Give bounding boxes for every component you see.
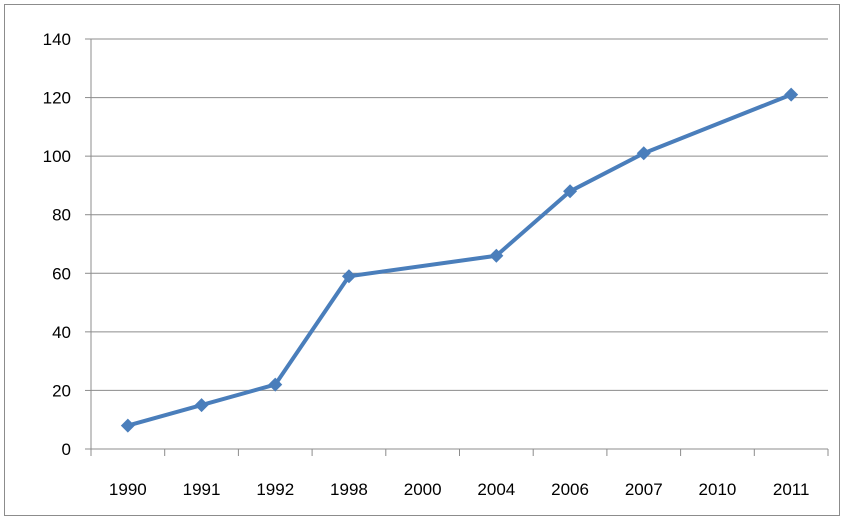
- y-tick-label-100: 100: [43, 147, 71, 166]
- x-axis-tick-labels: 1990 1991 1992 1998 2000 2004 2006 2007 2010 2011: [109, 480, 809, 499]
- y-tick-label-80: 80: [52, 206, 71, 225]
- y-tick-label-20: 20: [52, 381, 71, 400]
- y-axis-tick-labels: 0 20 40 60 80 100 120 140: [43, 30, 71, 459]
- data-point-2006: [563, 184, 578, 199]
- data-point-1992: [268, 377, 283, 392]
- data-point-2011: [784, 87, 799, 102]
- chart-frame: [4, 4, 840, 516]
- data-point-1991: [194, 398, 209, 413]
- x-tick-label-1998: 1998: [330, 480, 368, 499]
- y-tick-label-0: 0: [62, 440, 71, 459]
- data-point-2007: [636, 146, 651, 161]
- data-point-1990: [120, 418, 135, 433]
- y-tick-label-40: 40: [52, 323, 71, 342]
- x-tick-label-2000: 2000: [404, 480, 442, 499]
- x-tick-label-1991: 1991: [183, 480, 221, 499]
- y-tick-label-140: 140: [43, 30, 71, 49]
- x-tick-label-1992: 1992: [256, 480, 294, 499]
- series-layer: [120, 87, 799, 433]
- y-tick-label-120: 120: [43, 89, 71, 108]
- x-tick-label-1990: 1990: [109, 480, 147, 499]
- y-tick-label-60: 60: [52, 264, 71, 283]
- series-line: [125, 92, 794, 428]
- data-point-2004: [489, 248, 504, 263]
- gridlines: [91, 38, 828, 391]
- x-tick-label-2006: 2006: [551, 480, 589, 499]
- x-tick-label-2011: 2011: [773, 480, 810, 499]
- x-tick-label-2004: 2004: [477, 480, 515, 499]
- data-point-1998: [341, 269, 356, 284]
- x-tick-label-2010: 2010: [699, 480, 737, 499]
- x-tick-label-2007: 2007: [625, 480, 663, 499]
- axes: [85, 38, 829, 456]
